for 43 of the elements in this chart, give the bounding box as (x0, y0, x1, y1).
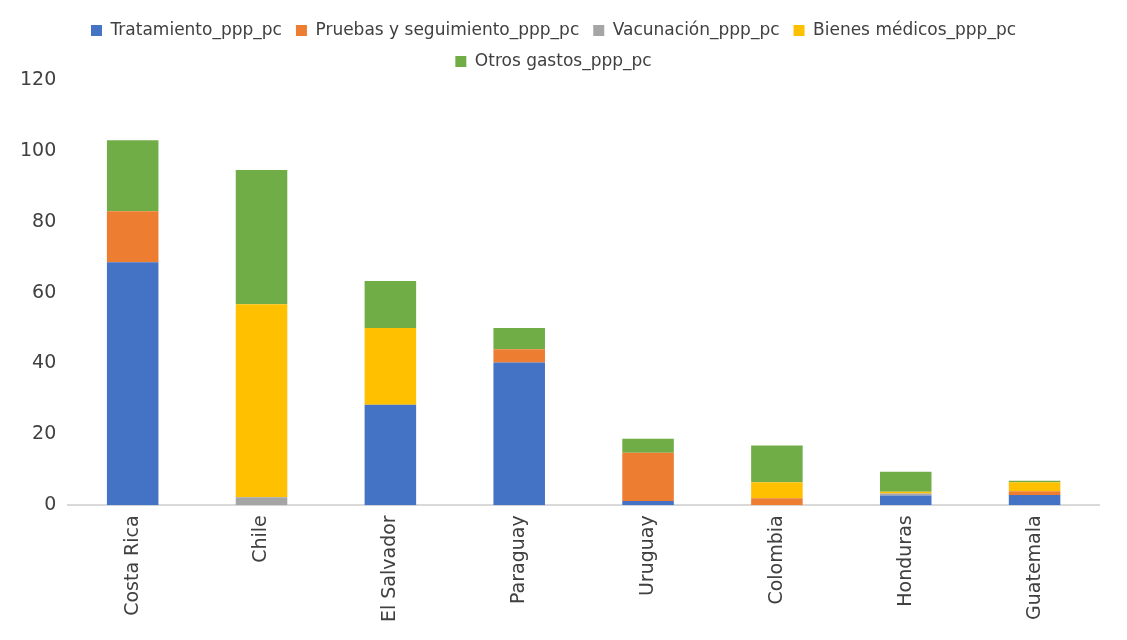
bar (235, 497, 288, 506)
bar (1008, 495, 1061, 506)
bar (235, 170, 288, 305)
bar (622, 501, 674, 506)
bar (751, 482, 803, 499)
x-tick-label: Colombia (763, 515, 786, 605)
legend-label: Vacunación_ppp_pc (612, 18, 780, 40)
bar (751, 445, 803, 483)
y-tick-label: 120 (20, 66, 57, 89)
y-tick-label: 20 (32, 421, 57, 444)
bar (1008, 491, 1061, 496)
bar (106, 211, 159, 263)
bar (493, 328, 545, 350)
x-tick-label: Uruguay (634, 515, 657, 597)
bar (235, 304, 288, 498)
x-tick-label: Chile (248, 515, 271, 563)
bar (879, 495, 932, 506)
x-tick-label: Paraguay (506, 515, 529, 605)
legend-label: Pruebas y seguimiento_ppp_pc (315, 18, 580, 40)
legend-label: Otros gastos_ppp_pc (474, 49, 652, 71)
bar (879, 471, 932, 492)
x-tick-label: Costa Rica (119, 515, 142, 616)
bar (106, 140, 159, 212)
bar (622, 438, 674, 453)
y-tick-label: 0 (44, 492, 57, 515)
bar (493, 349, 545, 363)
x-tick-label: El Salvador (377, 515, 400, 623)
bar (622, 452, 674, 502)
bar (106, 262, 159, 506)
y-tick-label: 100 (20, 137, 57, 160)
legend-label: Tratamiento_ppp_pc (109, 18, 282, 40)
bar (364, 280, 417, 329)
legend-label: Bienes médicos_ppp_pc (813, 18, 1017, 40)
x-tick-label: Honduras (892, 515, 915, 607)
bar (1008, 482, 1061, 492)
bar (364, 328, 417, 405)
bar (364, 404, 417, 506)
y-tick-label: 40 (32, 350, 57, 373)
y-tick-label: 80 (32, 208, 57, 231)
y-tick-label: 60 (32, 279, 57, 302)
x-tick-label: Guatemala (1021, 515, 1044, 620)
bar (751, 498, 803, 506)
bar (493, 362, 545, 506)
